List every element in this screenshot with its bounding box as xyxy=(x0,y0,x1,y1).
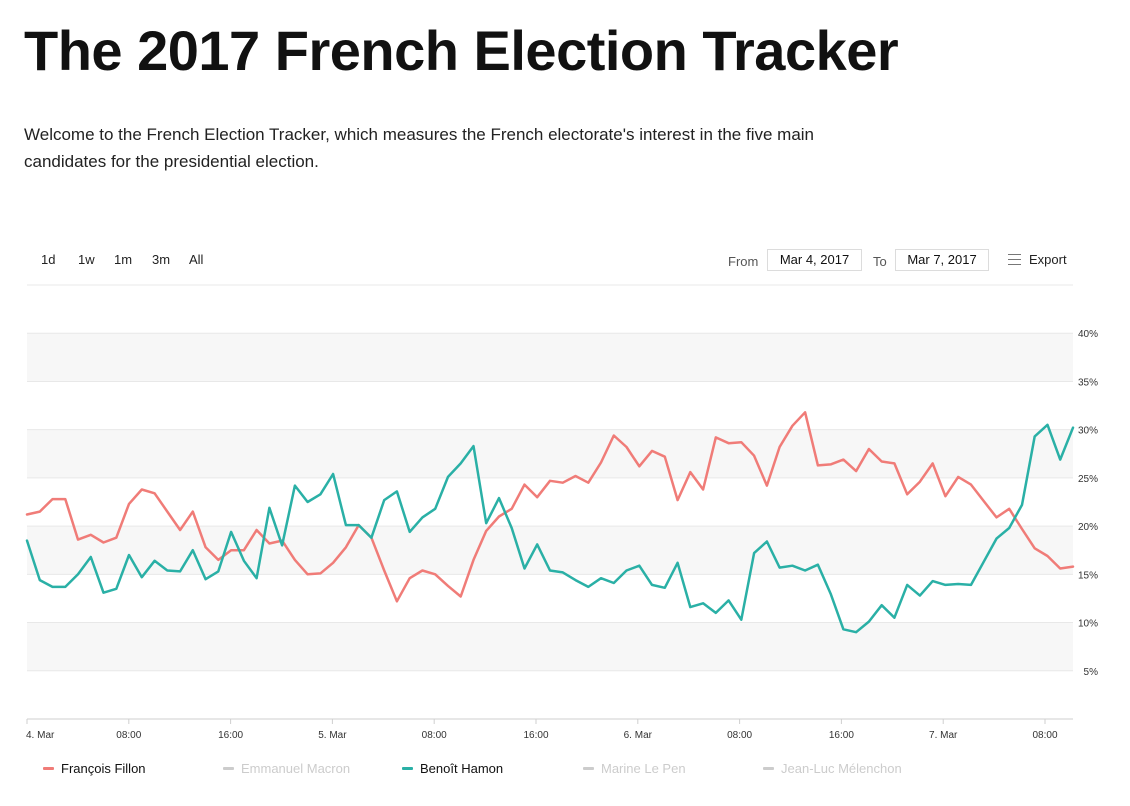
x-tick-label: 6. Mar xyxy=(624,730,653,741)
x-axis: 4. Mar 08:00 16:00 5. Mar 08:00 16:00 6. Mar 08… xyxy=(26,719,1058,741)
legend-label: Marine Le Pen xyxy=(601,761,686,776)
legend-label: Emmanuel Macron xyxy=(241,761,351,776)
y-axis: 5% 10% 15% 20% 25% 30% 35% 40% xyxy=(1078,329,1098,678)
legend-swatch-icon xyxy=(583,767,594,770)
legend-item-macron[interactable]: Emmanuel Macron xyxy=(223,761,350,776)
legend-item-melenchon[interactable]: Jean-Luc Mélenchon xyxy=(763,761,902,776)
export-button[interactable]: Export xyxy=(1008,252,1067,267)
y-tick-label: 20% xyxy=(1078,522,1098,533)
range-3m-button[interactable]: 3m xyxy=(152,252,171,267)
legend-swatch-icon xyxy=(43,767,54,770)
x-tick-label: 08:00 xyxy=(116,730,141,741)
y-tick-label: 10% xyxy=(1078,619,1098,630)
legend-item-hamon[interactable]: Benoît Hamon xyxy=(402,761,503,776)
x-tick-label: 08:00 xyxy=(1032,730,1057,741)
to-label: To xyxy=(873,254,887,269)
range-1w-button[interactable]: 1w xyxy=(78,252,95,267)
legend-label: François Fillon xyxy=(61,761,146,776)
to-date-input[interactable] xyxy=(895,249,989,271)
legend-swatch-icon xyxy=(402,767,413,770)
chart-toolbar: 1d 1w 1m 3m All From To Export xyxy=(0,246,1130,276)
series-line-fran-ois-fillon xyxy=(25,411,1075,603)
gridlines xyxy=(27,284,1073,720)
range-all-button[interactable]: All xyxy=(189,252,204,267)
page-title: The 2017 French Election Tracker xyxy=(24,19,899,82)
x-tick-label: 16:00 xyxy=(218,730,243,741)
background-band xyxy=(27,622,1073,671)
range-1d-button[interactable]: 1d xyxy=(41,252,56,267)
y-tick-label: 15% xyxy=(1078,570,1098,581)
x-tick-label: 16:00 xyxy=(523,730,548,741)
from-date-input[interactable] xyxy=(767,249,862,271)
x-tick-label: 7. Mar xyxy=(929,730,958,741)
intro-text: Welcome to the French Election Tracker, … xyxy=(24,125,815,171)
background-band xyxy=(27,429,1073,478)
x-tick-label: 08:00 xyxy=(422,730,447,741)
y-tick-label: 5% xyxy=(1084,667,1099,678)
background-bands xyxy=(27,333,1073,671)
range-1m-button[interactable]: 1m xyxy=(114,252,133,267)
x-tick-label: 4. Mar xyxy=(26,730,55,741)
background-band xyxy=(27,333,1073,382)
series-lines xyxy=(25,411,1075,634)
y-tick-label: 25% xyxy=(1078,474,1098,485)
legend-item-fillon[interactable]: François Fillon xyxy=(43,761,146,776)
legend-swatch-icon xyxy=(223,767,234,770)
y-tick-label: 40% xyxy=(1078,329,1098,340)
legend-label: Benoît Hamon xyxy=(420,761,504,776)
menu-icon xyxy=(1008,254,1021,265)
y-tick-label: 30% xyxy=(1078,426,1098,437)
series-line-beno-t-hamon xyxy=(25,423,1075,634)
legend-swatch-icon xyxy=(763,767,774,770)
legend-label: Jean-Luc Mélenchon xyxy=(781,761,902,776)
x-tick-label: 5. Mar xyxy=(318,730,347,741)
from-label: From xyxy=(728,254,759,269)
export-label: Export xyxy=(1029,252,1067,267)
y-tick-label: 35% xyxy=(1078,377,1098,388)
x-tick-label: 08:00 xyxy=(727,730,752,741)
legend-item-le-pen[interactable]: Marine Le Pen xyxy=(583,761,686,776)
x-tick-label: 16:00 xyxy=(829,730,854,741)
